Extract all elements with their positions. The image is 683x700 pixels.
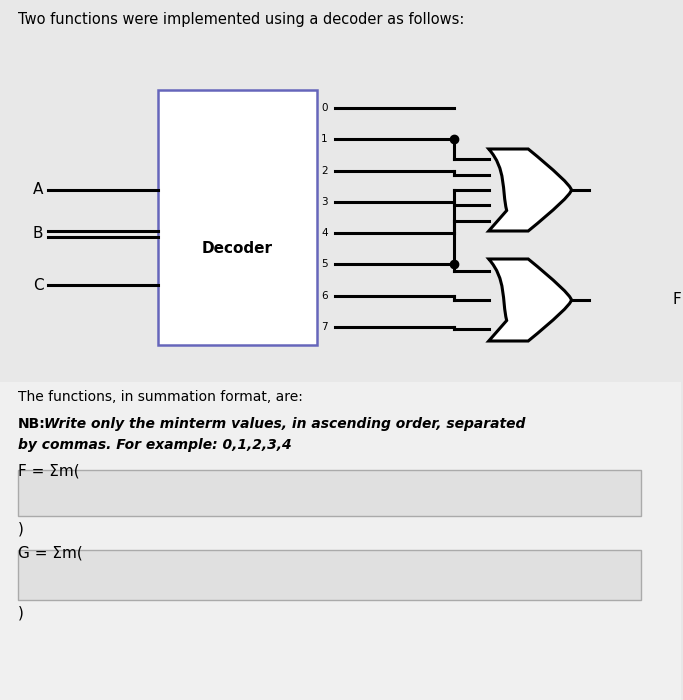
Text: 2: 2 — [321, 166, 328, 176]
Text: 1: 1 — [321, 134, 328, 144]
Text: ): ) — [18, 522, 24, 537]
Text: B: B — [33, 227, 44, 242]
Text: by commas. For example: 0,1,2,3,4: by commas. For example: 0,1,2,3,4 — [18, 438, 292, 452]
Text: ): ) — [18, 606, 24, 621]
Text: 7: 7 — [321, 322, 328, 332]
FancyBboxPatch shape — [18, 470, 641, 516]
FancyBboxPatch shape — [158, 90, 317, 345]
Text: 6: 6 — [321, 290, 328, 301]
Text: A: A — [33, 183, 43, 197]
FancyBboxPatch shape — [0, 382, 681, 700]
Text: 5: 5 — [321, 260, 328, 270]
Text: Decoder: Decoder — [202, 241, 273, 256]
PathPatch shape — [489, 149, 571, 231]
Text: 3: 3 — [321, 197, 328, 207]
Text: G = Σm(: G = Σm( — [18, 545, 83, 560]
Text: 0: 0 — [321, 103, 328, 113]
PathPatch shape — [489, 259, 571, 341]
FancyBboxPatch shape — [18, 25, 656, 380]
FancyBboxPatch shape — [18, 550, 641, 600]
Text: Write only the minterm values, in ascending order, separated: Write only the minterm values, in ascend… — [44, 417, 525, 431]
Text: The functions, in summation format, are:: The functions, in summation format, are: — [18, 390, 303, 404]
Text: Two functions were implemented using a decoder as follows:: Two functions were implemented using a d… — [18, 12, 464, 27]
Text: F: F — [672, 293, 681, 307]
Text: C: C — [33, 277, 44, 293]
Text: F = Σm(: F = Σm( — [18, 464, 80, 479]
Text: NB:: NB: — [18, 417, 46, 431]
Text: 4: 4 — [321, 228, 328, 238]
